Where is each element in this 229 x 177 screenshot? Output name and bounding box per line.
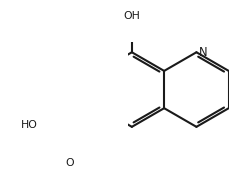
Text: HO: HO — [21, 120, 38, 130]
Text: O: O — [65, 158, 74, 168]
Text: OH: OH — [123, 10, 140, 21]
Text: N: N — [198, 46, 206, 59]
